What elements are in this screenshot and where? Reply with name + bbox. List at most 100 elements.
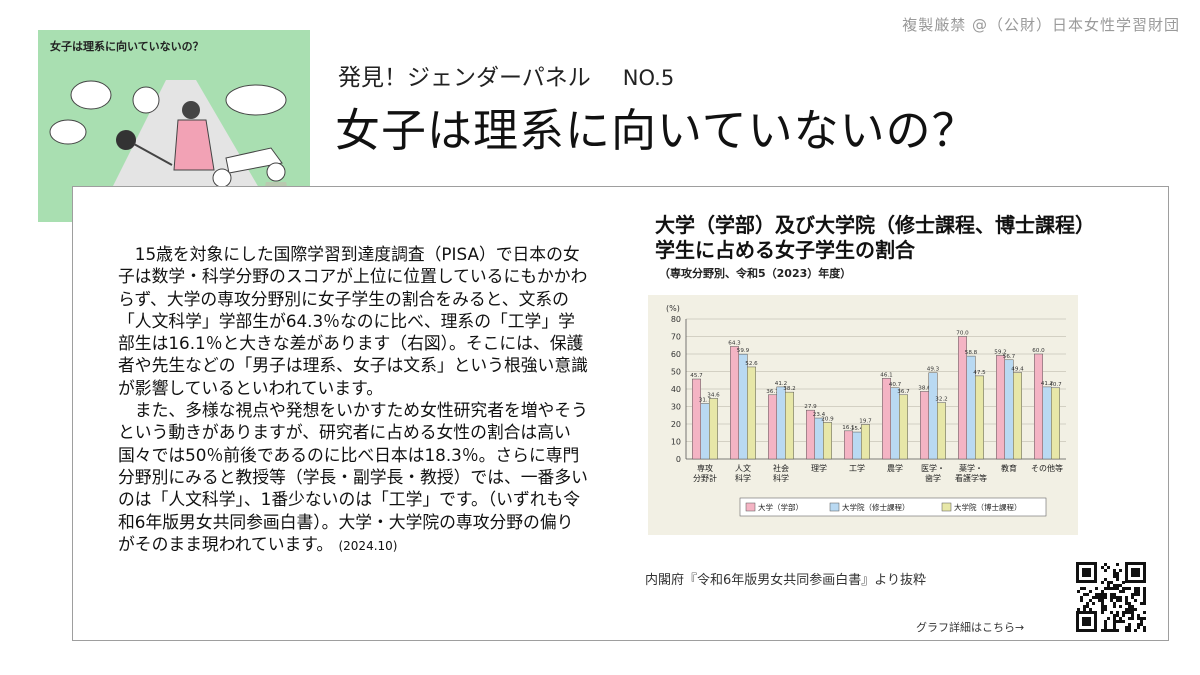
- legend-label: 大学院（修士課程）: [842, 502, 910, 512]
- category-label: 医学・: [921, 463, 945, 473]
- data-label: 36.7: [766, 389, 779, 395]
- bar: [1042, 386, 1052, 460]
- legend-swatch: [745, 502, 756, 512]
- data-label: 19.7: [859, 419, 872, 425]
- y-tick-label: 20: [671, 420, 681, 429]
- article-paragraph-2-text: また、多様な視点や発想をいかすため女性研究者を増やそうという動きがありますが、研…: [118, 400, 588, 554]
- qr-code-icon[interactable]: [1076, 562, 1146, 632]
- bar: [861, 424, 870, 460]
- data-label: 47.5: [973, 370, 986, 376]
- subtitle-text: 発見！ジェンダーパネル: [338, 65, 591, 91]
- article-date: (2024.10): [338, 538, 398, 553]
- legend-box: [739, 497, 1047, 517]
- legend-label: 大学院（博士課程）: [954, 502, 1022, 512]
- data-label: 56.7: [1003, 354, 1016, 360]
- bar: [890, 387, 900, 460]
- bar: [975, 375, 984, 460]
- legend-label: 大学（学部）: [758, 502, 803, 512]
- bar: [882, 378, 891, 460]
- bar: [768, 394, 777, 460]
- panel-subtitle: 発見！ジェンダーパネル NO.5: [338, 58, 674, 92]
- source-citation: 内閣府『令和6年版男女共同参画白書』より抜粋: [645, 573, 927, 588]
- bar: [692, 378, 701, 460]
- data-label: 16.1: [842, 425, 855, 431]
- data-label: 41.2: [775, 381, 787, 387]
- copyright-notice: 複製厳禁 @（公財）日本女性学習財団: [902, 16, 1180, 34]
- data-label: 34.6: [707, 392, 720, 398]
- page-title: 女子は理系に向いていないの？: [335, 104, 978, 157]
- data-label: 58.8: [965, 350, 978, 356]
- data-label: 41.2: [1041, 381, 1053, 387]
- category-label: 理学: [811, 463, 827, 473]
- data-label: 59.2: [994, 349, 1006, 355]
- legend-swatch: [829, 502, 840, 512]
- category-label: その他等: [1031, 463, 1063, 473]
- bar: [730, 346, 739, 460]
- y-tick-label: 60: [671, 350, 681, 359]
- bar: [738, 353, 748, 460]
- category-label: 社会: [773, 463, 789, 473]
- category-label: 人文: [735, 463, 751, 473]
- article-paragraph-1: 15歳を対象にした国際学習到達度調査（PISA）で日本の女子は数学・科学分野のス…: [118, 244, 588, 398]
- bar: [785, 391, 794, 460]
- category-label: 科学: [735, 473, 751, 483]
- data-label: 60.0: [1032, 348, 1045, 354]
- y-axis-unit: (%): [666, 304, 680, 313]
- data-label: 20.9: [821, 416, 834, 422]
- category-label: 看護学等: [955, 473, 987, 483]
- bar: [1004, 359, 1014, 460]
- data-label: 45.7: [690, 373, 703, 379]
- chart-subtitle: （専攻分野別、令和5（2023）年度）: [659, 267, 852, 280]
- data-label: 38.2: [783, 386, 795, 392]
- data-label: 49.3: [927, 367, 940, 373]
- content-panel: 15歳を対象にした国際学習到達度調査（PISA）で日本の女子は数学・科学分野のス…: [72, 186, 1169, 641]
- bar: [899, 394, 908, 460]
- category-label: 科学: [773, 473, 789, 483]
- bar: [852, 431, 862, 460]
- bar: [920, 391, 929, 460]
- y-tick-label: 70: [671, 333, 681, 342]
- y-tick-label: 50: [671, 368, 681, 377]
- data-label: 46.1: [880, 372, 893, 378]
- data-label: 40.7: [889, 382, 902, 388]
- bar: [928, 372, 938, 460]
- bar: [996, 355, 1005, 460]
- graph-detail-link[interactable]: グラフ詳細はこちら→: [916, 621, 1025, 634]
- category-label: 工学: [849, 463, 865, 473]
- y-tick-label: 40: [671, 385, 681, 394]
- category-label: 分野計: [693, 473, 717, 483]
- data-label: 38.6: [918, 385, 931, 391]
- data-label: 49.4: [1011, 367, 1024, 373]
- bar: [709, 398, 718, 460]
- bar: [747, 366, 756, 460]
- bar: [844, 430, 853, 460]
- y-tick-label: 30: [671, 403, 681, 412]
- data-label: 59.9: [737, 348, 750, 354]
- y-tick-label: 80: [671, 315, 681, 324]
- data-label: 36.7: [897, 389, 910, 395]
- panel-number: NO.5: [622, 66, 675, 90]
- chart-area: (%) 0 10 20 30 40 50 60 70 80 45.7 31.7 34.6 専攻 分野計 64.…: [648, 295, 1078, 535]
- data-label: 70.0: [956, 331, 969, 337]
- data-label: 52.6: [745, 361, 758, 367]
- article-text: 15歳を対象にした国際学習到達度調査（PISA）で日本の女子は数学・科学分野のス…: [118, 243, 588, 557]
- bar: [814, 417, 824, 460]
- bar: [823, 422, 832, 460]
- category-label: 専攻: [697, 463, 713, 473]
- thumbnail-illustration: [46, 60, 302, 200]
- article-paragraph-2: また、多様な視点や発想をいかすため女性研究者を増やそうという動きがありますが、研…: [118, 399, 588, 557]
- bar: [1034, 353, 1043, 460]
- y-tick-label: 0: [676, 455, 681, 464]
- chart-title: 大学（学部）及び大学院（修士課程、博士課程）学生に占める女子学生の割合: [655, 213, 1095, 262]
- data-label: 32.2: [935, 397, 947, 403]
- bar: [700, 403, 710, 460]
- data-label: 64.3: [728, 340, 741, 346]
- category-label: 歯学: [925, 473, 941, 483]
- bar: [776, 386, 786, 460]
- category-label: 教育: [1001, 463, 1017, 473]
- y-tick-label: 10: [671, 438, 681, 447]
- category-label: 薬学・: [959, 463, 983, 473]
- data-label: 27.9: [804, 404, 817, 410]
- panel-thumbnail[interactable]: 女子は理系に向いていないの？: [38, 30, 310, 222]
